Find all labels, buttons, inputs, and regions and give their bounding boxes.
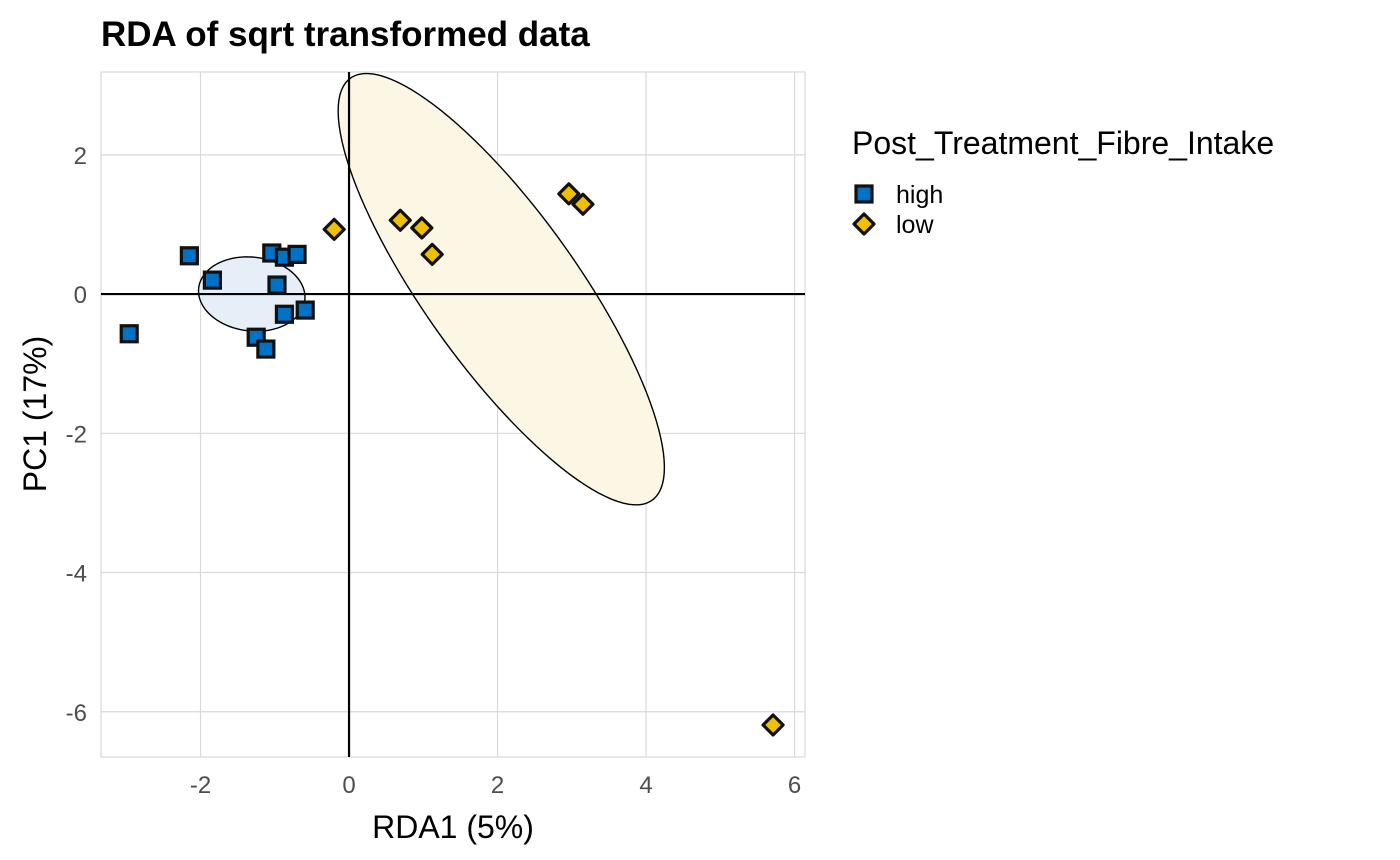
x-tick-label: -2 bbox=[190, 772, 211, 799]
x-tick-label: 0 bbox=[342, 772, 355, 799]
data-point-high bbox=[256, 339, 276, 359]
plot-panel bbox=[100, 71, 806, 758]
y-tick-label: 2 bbox=[74, 143, 87, 170]
data-point-high bbox=[267, 275, 287, 295]
legend-title: Post_Treatment_Fibre_Intake bbox=[852, 125, 1274, 161]
data-point-low bbox=[420, 242, 444, 266]
y-axis-title: PC1 (17%) bbox=[17, 336, 53, 493]
data-point-low bbox=[571, 192, 595, 216]
y-tick-label: -2 bbox=[66, 421, 87, 448]
x-axis-ticks: -2 0 2 4 6 bbox=[190, 772, 801, 799]
data-point-low bbox=[557, 182, 581, 206]
x-tick-label: 4 bbox=[639, 772, 652, 799]
y-tick-label: 0 bbox=[74, 282, 87, 309]
data-point-high bbox=[202, 270, 222, 290]
y-tick-label: -4 bbox=[66, 561, 87, 588]
data-point-high bbox=[179, 246, 199, 266]
data-point-low bbox=[410, 216, 434, 240]
x-tick-label: 2 bbox=[491, 772, 504, 799]
data-point-high bbox=[119, 324, 139, 344]
data-point-low bbox=[388, 208, 412, 232]
y-axis-ticks: 2 0 -2 -4 -6 bbox=[66, 143, 87, 727]
confidence-ellipse-low bbox=[337, 72, 666, 506]
x-tick-label: 6 bbox=[788, 772, 801, 799]
chart-title: RDA of sqrt transformed data bbox=[101, 15, 590, 54]
data-point-high bbox=[274, 304, 295, 324]
legend-key-low bbox=[852, 212, 876, 236]
y-tick-label: -6 bbox=[66, 700, 87, 727]
data-point-low bbox=[322, 217, 346, 241]
data-point-low bbox=[761, 713, 785, 737]
legend-label-high: high bbox=[896, 181, 943, 209]
legend-key-high bbox=[854, 184, 874, 204]
data-point-high bbox=[295, 300, 315, 320]
legend-label-low: low bbox=[896, 211, 934, 239]
x-axis-title: RDA1 (5%) bbox=[372, 809, 534, 845]
data-point-high bbox=[287, 244, 307, 264]
